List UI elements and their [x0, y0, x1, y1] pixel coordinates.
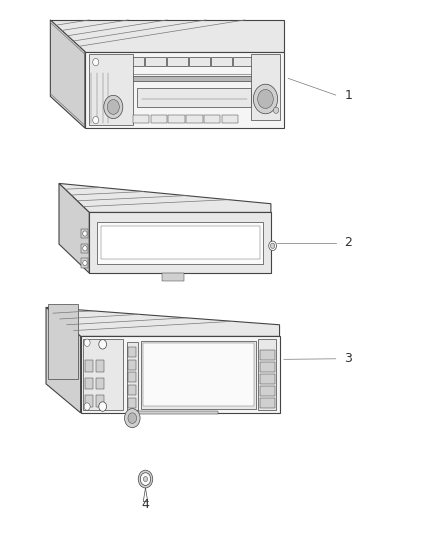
Bar [258, 339, 276, 410]
Polygon shape [50, 20, 284, 52]
Polygon shape [50, 20, 85, 128]
Circle shape [258, 90, 273, 109]
Polygon shape [46, 308, 81, 413]
Text: 2: 2 [344, 236, 352, 249]
Text: 1: 1 [344, 88, 352, 102]
Bar [123, 57, 144, 66]
Circle shape [104, 95, 123, 118]
Bar [151, 115, 167, 123]
Bar [128, 372, 136, 382]
Bar [212, 57, 232, 66]
Bar [128, 385, 136, 395]
Text: 3: 3 [344, 352, 352, 365]
Bar [89, 213, 271, 273]
Bar [96, 377, 103, 389]
Circle shape [99, 340, 106, 349]
Bar [251, 54, 279, 120]
Bar [96, 395, 103, 407]
Bar [81, 244, 88, 253]
Polygon shape [46, 308, 279, 336]
Bar [85, 395, 93, 407]
Bar [233, 57, 254, 66]
Bar [260, 362, 275, 372]
Circle shape [128, 413, 137, 423]
Bar [133, 115, 149, 123]
Circle shape [83, 231, 87, 236]
Bar [48, 304, 78, 378]
Circle shape [93, 59, 99, 66]
Polygon shape [59, 183, 89, 273]
Bar [222, 115, 238, 123]
Bar [260, 398, 275, 408]
Bar [81, 229, 88, 238]
Circle shape [253, 84, 278, 114]
Bar [127, 342, 138, 410]
Circle shape [273, 107, 279, 114]
Bar [138, 88, 251, 107]
Bar [97, 222, 263, 264]
Circle shape [84, 339, 90, 346]
Bar [186, 115, 203, 123]
Bar [89, 54, 133, 125]
Bar [162, 273, 184, 281]
Bar [189, 57, 210, 66]
Bar [143, 343, 254, 406]
Circle shape [84, 403, 90, 410]
Bar [204, 115, 220, 123]
Circle shape [99, 402, 106, 411]
Bar [85, 52, 284, 128]
Bar [141, 341, 256, 409]
Circle shape [140, 473, 151, 486]
Bar [85, 360, 93, 372]
Circle shape [270, 243, 275, 248]
Bar [83, 339, 123, 410]
Circle shape [83, 246, 87, 251]
Circle shape [124, 409, 140, 427]
Bar [85, 377, 93, 389]
Bar [145, 57, 166, 66]
Bar [260, 386, 275, 395]
Bar [169, 115, 185, 123]
Bar [100, 226, 260, 260]
Bar [260, 350, 275, 360]
Polygon shape [59, 183, 271, 213]
Circle shape [138, 470, 153, 488]
Circle shape [269, 241, 276, 251]
Bar [128, 360, 136, 369]
Circle shape [83, 261, 87, 266]
Bar [96, 360, 103, 372]
Bar [120, 76, 267, 80]
Circle shape [143, 477, 148, 482]
Text: 4: 4 [141, 497, 149, 511]
Bar [128, 398, 136, 408]
Bar [81, 336, 279, 413]
Bar [138, 411, 218, 415]
Bar [81, 259, 88, 268]
Bar [260, 374, 275, 384]
Circle shape [107, 100, 120, 115]
Circle shape [93, 116, 99, 124]
Bar [128, 347, 136, 357]
Bar [167, 57, 188, 66]
